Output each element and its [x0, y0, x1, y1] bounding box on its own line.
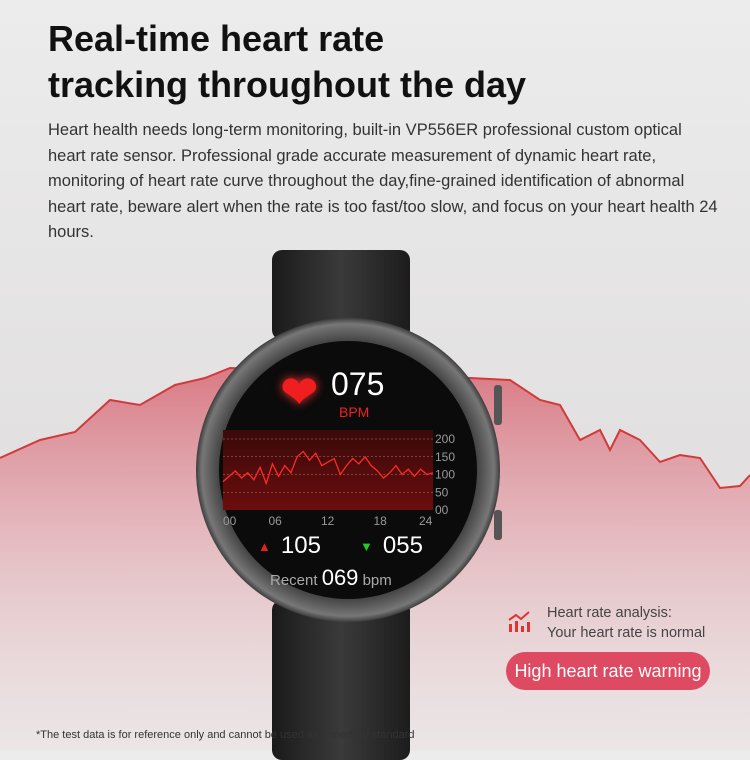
min-heart-rate: ▼ 055	[360, 532, 423, 559]
y-tick-label: 150	[435, 450, 455, 464]
chart-area	[223, 430, 433, 510]
crown-button	[494, 385, 502, 425]
heart-rate-value: 075	[331, 366, 385, 402]
y-tick-label: 200	[435, 432, 455, 446]
x-tick-label: 24	[419, 514, 433, 528]
x-tick-label: 06	[269, 514, 283, 528]
heart-rate-unit: BPM	[339, 404, 370, 420]
heart-rate-line	[222, 450, 434, 486]
y-tick-label: 00	[435, 503, 449, 517]
high-heart-rate-warning-button[interactable]: High heart rate warning	[506, 652, 710, 690]
description: Heart health needs long-term monitoring,…	[48, 121, 718, 241]
side-button	[494, 510, 502, 540]
x-tick-label: 12	[321, 514, 335, 528]
heart-icon: ❤	[280, 366, 319, 418]
footnote: *The test data is for reference only and…	[36, 729, 415, 741]
y-tick-label: 50	[435, 485, 449, 499]
chart-trend-icon	[508, 611, 530, 632]
x-tick-label: 00	[223, 514, 237, 528]
y-tick-label: 100	[435, 468, 455, 482]
max-heart-rate: ▲ 105	[258, 532, 321, 559]
down-triangle-icon: ▼	[360, 539, 373, 555]
heart-rate-analysis: Heart rate analysis: Your heart rate is n…	[547, 605, 706, 641]
page-title: Real-time heart rate tracking throughout …	[48, 18, 527, 105]
up-triangle-icon: ▲	[258, 539, 271, 555]
recent-heart-rate: Recent 069 bpm	[270, 565, 392, 590]
watch-strap-bottom	[272, 600, 410, 760]
x-tick-label: 18	[374, 514, 388, 528]
